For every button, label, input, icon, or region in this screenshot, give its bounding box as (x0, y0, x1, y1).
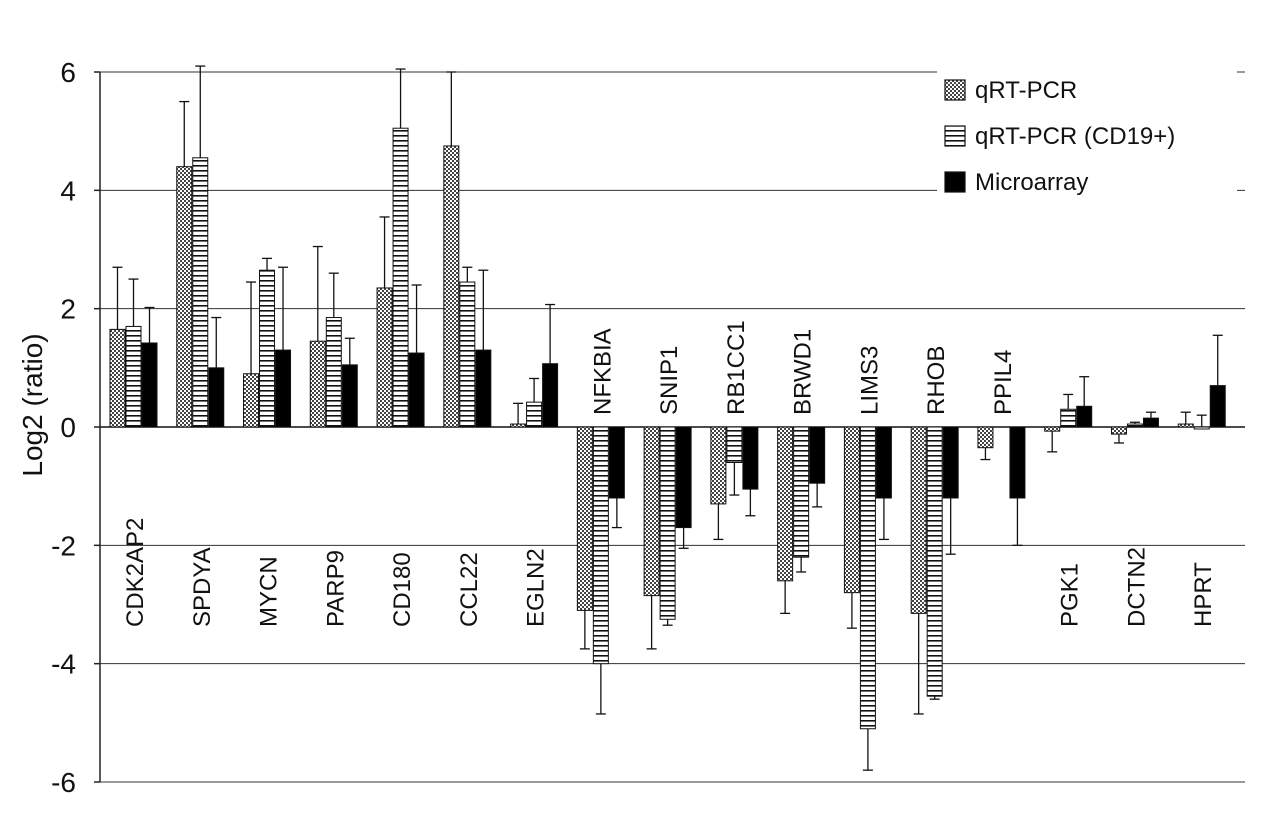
y-tick-label: -4 (51, 649, 76, 680)
legend-background (937, 61, 1237, 201)
category-label: SNIP1 (656, 346, 683, 415)
legend-swatch-dots (944, 79, 966, 101)
bar-solid (942, 426, 959, 499)
legend-swatch-hlines (944, 125, 966, 147)
category-label: PARP9 (322, 550, 349, 627)
category-label: SPDYA (189, 547, 216, 627)
legend-label: qRT-PCR (CD19+) (975, 123, 1175, 150)
category-label: HPRT (1190, 562, 1217, 627)
category-label: DCTN2 (1123, 547, 1150, 627)
bar-dots (643, 426, 660, 597)
bar-dots (843, 426, 860, 594)
bar-solid (742, 426, 759, 490)
category-label: MYCN (256, 556, 283, 627)
bar-dots (1177, 423, 1194, 428)
bar-dots (176, 166, 193, 428)
y-tick-label: -6 (51, 767, 76, 798)
bar-solid (475, 349, 492, 428)
category-label: CDK2AP2 (122, 518, 149, 627)
y-tick-label: -2 (51, 530, 76, 561)
bar-solid (1142, 417, 1159, 428)
y-tick-label: 4 (60, 175, 76, 206)
bar-dots (109, 328, 126, 428)
bar-dots (443, 145, 460, 428)
bar-solid (141, 342, 158, 428)
category-label: EGLN2 (523, 548, 550, 627)
bar-hlines (1126, 423, 1143, 428)
bar-solid (208, 367, 225, 428)
bar-solid (341, 364, 358, 428)
bar-hlines (392, 127, 409, 428)
category-label: RB1CC1 (723, 320, 750, 415)
bar-dots (1044, 426, 1061, 432)
y-tick-label: 2 (60, 294, 76, 325)
category-label: PPIL4 (990, 350, 1017, 415)
bar-solid (542, 363, 559, 428)
bar-solid (1209, 385, 1226, 428)
y-tick-label: 0 (60, 412, 76, 443)
category-labels: CDK2AP2 SPDYA MYCN PARP9 CD180 CCL22 EGLN2 NFKB… (122, 320, 1217, 627)
category-label: NFKBIA (589, 328, 616, 415)
bar-solid (608, 426, 625, 499)
bars (109, 127, 1226, 730)
y-axis-title: Log2 (ratio) (17, 333, 48, 476)
category-label: PGK1 (1057, 563, 1084, 627)
bar-hlines (125, 325, 142, 428)
bar-dots (376, 287, 393, 428)
bar-hlines (659, 426, 676, 620)
bar-dots (710, 426, 727, 505)
bar-dots (243, 373, 260, 428)
category-label: LIMS3 (856, 346, 883, 415)
bar-hlines (259, 269, 276, 428)
bar-solid (408, 352, 425, 428)
bar-hlines (459, 281, 476, 428)
bar-hlines (526, 401, 543, 428)
bar-solid (809, 426, 826, 484)
category-label: BRWD1 (790, 329, 817, 415)
legend: qRT-PCR qRT-PCR (CD19+) Microarray (937, 61, 1237, 201)
y-axis: 6 4 2 0 -2 -4 -6 (51, 57, 101, 798)
bar-hlines (192, 157, 209, 428)
bar-hlines (859, 426, 876, 730)
category-label: CCL22 (456, 552, 483, 627)
bar-solid (275, 349, 292, 428)
bar-hlines (1193, 426, 1210, 430)
bar-dots (510, 423, 527, 428)
category-label: RHOB (923, 346, 950, 415)
legend-swatch-solid (944, 171, 966, 193)
category-label: CD180 (389, 552, 416, 627)
bar-dots (977, 426, 994, 449)
legend-label: qRT-PCR (975, 77, 1077, 104)
y-tick-label: 6 (60, 57, 76, 88)
legend-label: Microarray (975, 169, 1088, 196)
bar-solid (875, 426, 892, 499)
bar-dots (309, 340, 326, 428)
bar-solid (675, 426, 692, 529)
bar-dots (576, 426, 593, 611)
bar-hlines (926, 426, 943, 697)
bar-hlines (793, 426, 810, 558)
bar-dots (777, 426, 794, 582)
bar-dots (1110, 426, 1127, 435)
bar-hlines (592, 426, 609, 665)
bar-solid (1076, 405, 1093, 428)
bar-solid (1009, 426, 1026, 499)
bar-hlines (726, 426, 743, 463)
bar-dots (910, 426, 927, 614)
bar-hlines (1060, 408, 1077, 428)
error-bars (112, 65, 1223, 771)
bar-hlines (325, 317, 342, 428)
